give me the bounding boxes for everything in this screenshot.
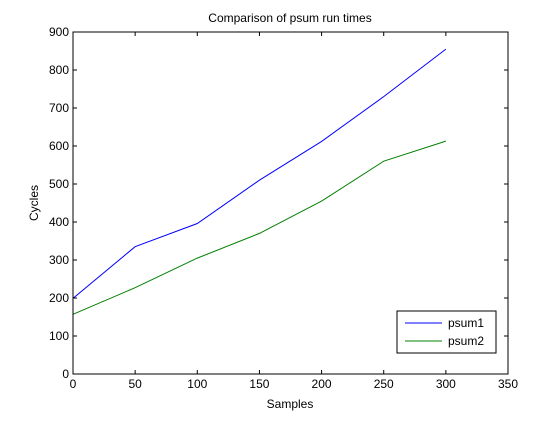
series-line-psum1 bbox=[72, 48, 447, 374]
x-tick-label: 50 bbox=[128, 377, 142, 391]
y-tick-label: 700 bbox=[49, 101, 69, 115]
x-axis-label: Samples bbox=[267, 397, 314, 411]
x-tick-label: 200 bbox=[312, 377, 332, 391]
x-tick-label: 100 bbox=[187, 377, 207, 391]
y-tick-label: 0 bbox=[62, 367, 69, 381]
series-lines bbox=[72, 48, 447, 374]
axis-ticks: 0 50 100 150 200 250 300 350 0 100 200 300 400 500 600… bbox=[49, 25, 518, 391]
y-tick-label: 800 bbox=[49, 63, 69, 77]
legend-label-psum1: psum1 bbox=[448, 316, 484, 330]
x-tick-label: 250 bbox=[374, 377, 394, 391]
x-tick-label: 0 bbox=[70, 377, 77, 391]
plot-frame bbox=[72, 31, 509, 375]
legend: psum1 psum2 bbox=[396, 310, 497, 354]
chart-title: Comparison of psum run times bbox=[208, 11, 371, 25]
y-tick-label: 500 bbox=[49, 177, 69, 191]
y-tick-label: 100 bbox=[49, 329, 69, 343]
y-tick-label: 900 bbox=[49, 25, 69, 39]
y-axis-label: Cycles bbox=[27, 185, 41, 221]
legend-box bbox=[396, 310, 497, 354]
y-tick-label: 200 bbox=[49, 291, 69, 305]
legend-label-psum2: psum2 bbox=[448, 334, 484, 348]
y-tick-label: 600 bbox=[49, 139, 69, 153]
series-line-psum2 bbox=[72, 140, 447, 374]
y-tick-label: 400 bbox=[49, 215, 69, 229]
x-tick-label: 150 bbox=[249, 377, 269, 391]
y-tick-label: 300 bbox=[49, 253, 69, 267]
x-tick-label: 350 bbox=[498, 377, 518, 391]
x-tick-label: 300 bbox=[436, 377, 456, 391]
